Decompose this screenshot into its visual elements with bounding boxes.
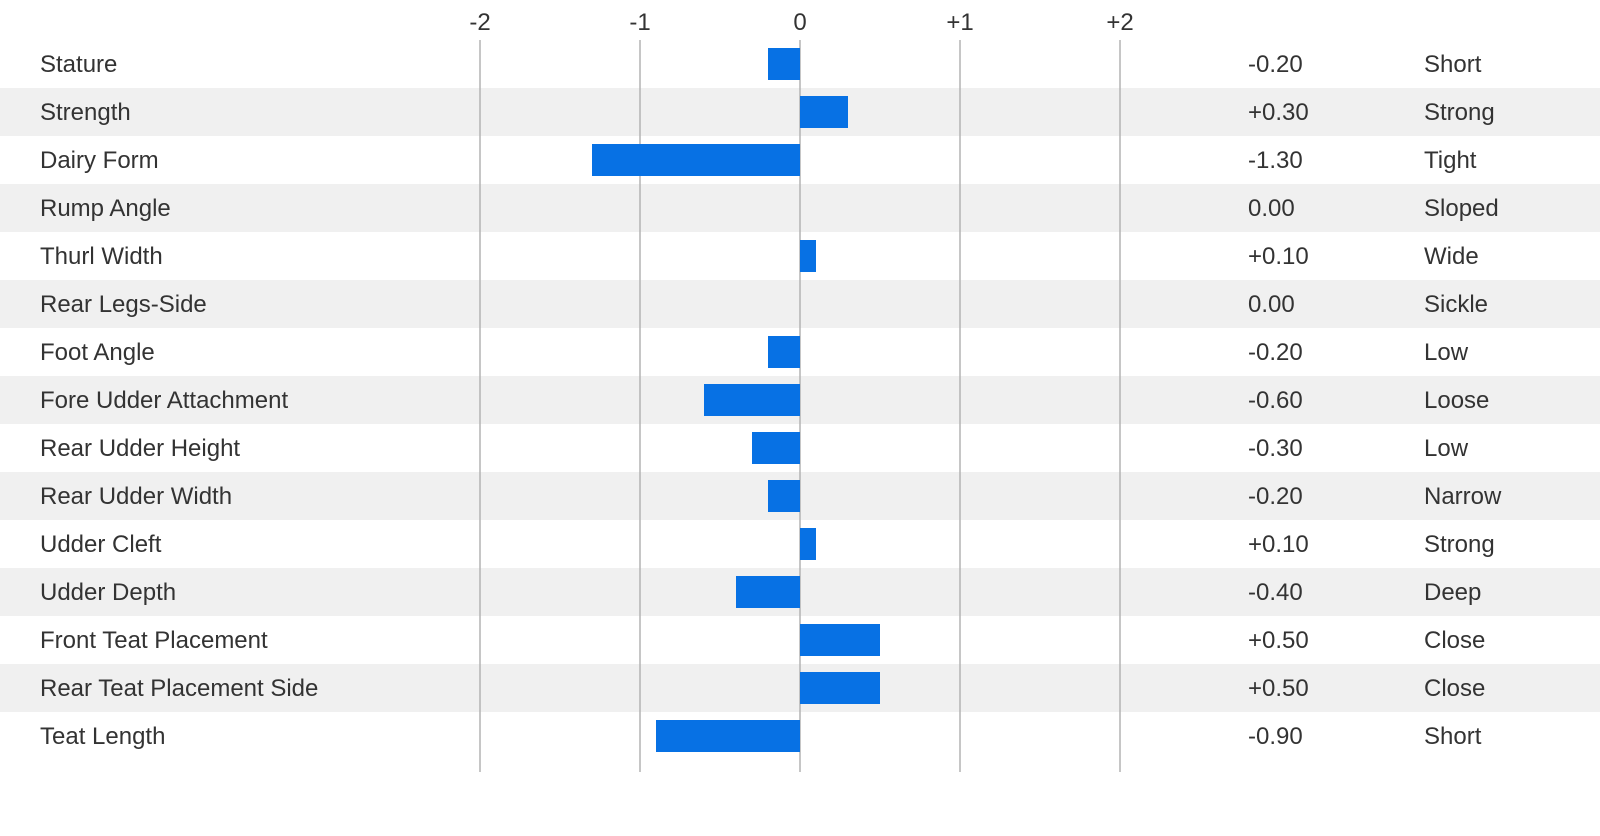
value-label: -0.40 [1248,579,1303,606]
x-tick-labels: -2 -1 0 +1 +2 [469,9,1133,36]
category-label: Front Teat Placement [40,627,268,654]
descriptor-label: Sickle [1424,291,1488,318]
value-label: 0.00 [1248,195,1295,222]
category-label: Foot Angle [40,339,155,366]
bar [592,144,800,176]
descriptor-labels: Short Strong Tight Sloped Wide Sickle Low Loose… [1424,51,1502,750]
category-label: Udder Cleft [40,531,162,558]
value-label: -0.60 [1248,387,1303,414]
value-labels: -0.20 +0.30 -1.30 0.00 +0.10 0.00 -0.20 -0.60 -0… [1248,51,1309,750]
value-label: -0.30 [1248,435,1303,462]
category-label: Teat Length [40,723,165,750]
category-label: Strength [40,99,131,126]
descriptor-label: Loose [1424,387,1489,414]
value-label: +0.50 [1248,627,1309,654]
value-label: 0.00 [1248,291,1295,318]
x-tick-label: -2 [469,9,490,36]
category-labels: Stature Strength Dairy Form Rump Angle Thurl… [40,51,318,750]
bar [768,480,800,512]
category-label: Fore Udder Attachment [40,387,288,414]
x-tick-label: -1 [629,9,650,36]
value-label: +0.10 [1248,243,1309,270]
descriptor-label: Deep [1424,579,1481,606]
bar [768,336,800,368]
descriptor-label: Tight [1424,147,1477,174]
descriptor-label: Sloped [1424,195,1499,222]
category-label: Dairy Form [40,147,159,174]
descriptor-label: Wide [1424,243,1479,270]
category-label: Rear Legs-Side [40,291,207,318]
category-label: Rump Angle [40,195,171,222]
category-label: Rear Udder Width [40,483,232,510]
bar [800,528,816,560]
bar [656,720,800,752]
category-label: Udder Depth [40,579,176,606]
value-label: -0.20 [1248,339,1303,366]
x-tick-label: +2 [1106,9,1133,36]
bar [800,624,880,656]
descriptor-label: Low [1424,435,1469,462]
value-label: -0.20 [1248,51,1303,78]
bar [736,576,800,608]
bar [800,240,816,272]
bars [592,48,880,752]
descriptor-label: Close [1424,675,1485,702]
value-label: -1.30 [1248,147,1303,174]
value-label: -0.20 [1248,483,1303,510]
value-label: +0.30 [1248,99,1309,126]
descriptor-label: Short [1424,723,1482,750]
bar [768,48,800,80]
descriptor-label: Strong [1424,531,1495,558]
category-label: Thurl Width [40,243,163,270]
category-label: Rear Teat Placement Side [40,675,318,702]
descriptor-label: Close [1424,627,1485,654]
descriptor-label: Strong [1424,99,1495,126]
value-label: +0.10 [1248,531,1309,558]
bar [800,96,848,128]
value-label: -0.90 [1248,723,1303,750]
category-label: Rear Udder Height [40,435,240,462]
descriptor-label: Low [1424,339,1469,366]
x-tick-label: +1 [946,9,973,36]
bar [704,384,800,416]
value-label: +0.50 [1248,675,1309,702]
category-label: Stature [40,51,117,78]
descriptor-label: Narrow [1424,483,1502,510]
x-tick-label: 0 [793,9,806,36]
descriptor-label: Short [1424,51,1482,78]
bar [752,432,800,464]
bar [800,672,880,704]
